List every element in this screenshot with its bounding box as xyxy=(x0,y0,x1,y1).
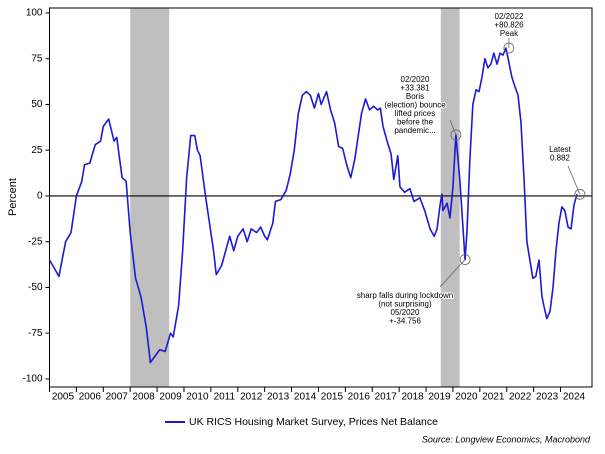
y-tick-label: -75 xyxy=(28,328,43,339)
annotation-text: before the xyxy=(397,118,434,127)
x-tick-label: 2009 xyxy=(159,392,182,403)
x-tick-label: 2013 xyxy=(267,392,290,403)
x-tick-label: 2017 xyxy=(375,392,398,403)
annotation-marker xyxy=(459,254,471,265)
annotation-text: Peak xyxy=(500,29,519,38)
annotation-text: (election) bounce xyxy=(384,101,446,110)
x-tick-label: 2024 xyxy=(563,392,586,403)
annotation-marker xyxy=(450,129,462,141)
annotation-text: sharp falls during lockdown xyxy=(357,291,454,300)
x-tick-label: 2023 xyxy=(536,392,559,403)
x-tick-label: 2020 xyxy=(455,392,478,403)
y-tick-label: 50 xyxy=(31,99,43,110)
annotation-text: Boris xyxy=(406,92,424,101)
annotation-text: (not surprising) xyxy=(378,300,432,309)
x-tick-label: 2015 xyxy=(321,392,344,403)
annotation-text: 05/2020 xyxy=(391,308,420,317)
annotation-text: Latest xyxy=(549,145,572,154)
y-tick-label: 25 xyxy=(31,145,43,156)
shaded-period xyxy=(130,8,170,387)
annotation-text: lifted prices xyxy=(395,109,435,118)
annotation-text: 0.882 xyxy=(550,154,571,163)
plot-frame xyxy=(49,7,593,388)
x-tick-label: 2007 xyxy=(106,392,129,403)
y-tick-label: 100 xyxy=(26,8,43,19)
x-tick-label: 2011 xyxy=(214,392,236,403)
y-tick-label: -25 xyxy=(28,236,43,247)
x-tick-label: 2012 xyxy=(240,392,263,403)
annotation-text: 02/2022 xyxy=(495,12,524,21)
y-tick-label: -50 xyxy=(28,282,43,293)
series-line xyxy=(48,47,578,364)
source: Source: Longview Economics, Macrobond xyxy=(422,434,591,444)
x-tick-label: 2005 xyxy=(52,392,75,403)
annotation-text: +33.381 xyxy=(400,84,430,93)
annotation-text: +-34.756 xyxy=(389,317,421,326)
x-tick-label: 2019 xyxy=(428,392,451,403)
annotation-text: pandemic... xyxy=(394,126,435,135)
annotation-leader xyxy=(449,119,457,136)
x-tick-label: 2018 xyxy=(401,392,424,403)
x-tick-label: 2008 xyxy=(133,392,156,403)
annotation-text: 02/2020 xyxy=(401,75,430,84)
shaded-period xyxy=(440,8,460,387)
x-tick-label: 2010 xyxy=(186,392,209,403)
legend-label: UK RICS Housing Market Survey, Prices Ne… xyxy=(189,416,438,428)
x-tick-label: 2021 xyxy=(482,392,505,403)
x-tick-label: 2006 xyxy=(79,392,102,403)
annotation-marker xyxy=(574,188,586,200)
annotation-leader xyxy=(439,259,466,288)
annotation-marker xyxy=(503,42,515,54)
annotation-text: +80.826 xyxy=(494,21,524,30)
x-tick-label: 2016 xyxy=(348,392,371,403)
x-tick-label: 2014 xyxy=(294,392,317,403)
y-axis-label: Percent xyxy=(7,178,19,216)
y-tick-label: 0 xyxy=(37,191,43,202)
x-tick-label: 2022 xyxy=(509,392,532,403)
y-tick-label: 75 xyxy=(31,53,43,64)
y-tick-label: -100 xyxy=(22,374,42,385)
